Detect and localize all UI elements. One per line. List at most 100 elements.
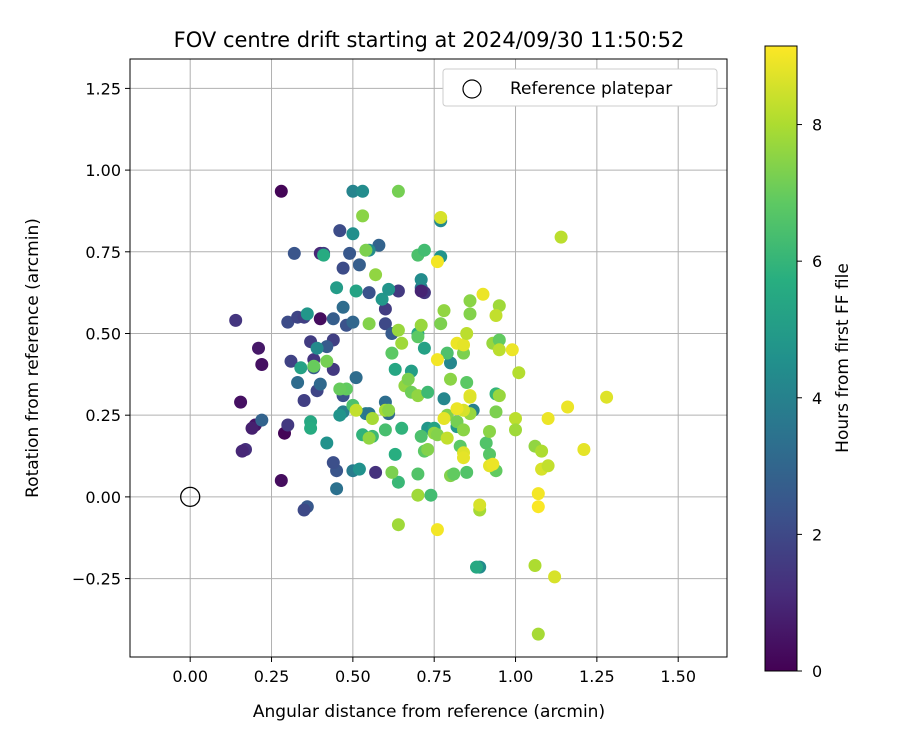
scatter-point: [417, 341, 431, 355]
scatter-point: [430, 428, 444, 442]
scatter-point: [291, 376, 305, 389]
scatter-point: [440, 346, 454, 360]
scatter-point: [343, 246, 357, 260]
scatter-point: [330, 281, 344, 295]
y-tick-label: 1.25: [85, 79, 121, 98]
x-tick-label: 1.25: [579, 667, 615, 686]
scatter-point: [492, 299, 506, 313]
scatter-point: [531, 500, 545, 514]
y-axis-label: Rotation from reference (arcmin): [23, 218, 43, 498]
scatter-point: [362, 431, 376, 445]
scatter-point: [352, 258, 366, 272]
scatter-point: [463, 390, 477, 404]
scatter-point: [577, 443, 591, 456]
scatter-point: [369, 465, 383, 479]
reference-marker-layer: [180, 486, 201, 508]
scatter-point: [284, 354, 298, 368]
scatter-point: [294, 361, 308, 375]
legend: Reference platepar: [442, 68, 718, 107]
scatter-point: [421, 385, 435, 399]
scatter-point: [401, 372, 415, 386]
scatter-point: [541, 459, 555, 473]
y-axis: −0.25 0.00 0.25 0.50 0.75 1.00 1.25: [72, 79, 130, 589]
scatter-point: [600, 390, 614, 404]
scatter-point: [320, 340, 334, 354]
scatter-point: [528, 559, 542, 572]
scatter-point: [457, 338, 470, 352]
scatter-point: [326, 456, 340, 470]
scatter-point: [382, 282, 396, 296]
scatter-point: [349, 403, 363, 417]
x-axis-label: Angular distance from reference (arcmin): [253, 702, 605, 722]
scatter-point: [414, 284, 428, 298]
scatter-point: [369, 268, 383, 282]
colorbar-label: Hours from first FF file: [833, 263, 853, 453]
scatter-point: [336, 261, 350, 275]
scatter-point: [486, 457, 500, 471]
scatter-point: [352, 462, 366, 476]
scatter-point: [460, 376, 474, 389]
scatter-point: [297, 503, 311, 517]
scatter-point: [430, 353, 444, 367]
scatter-point: [330, 482, 344, 496]
colorbar-ticks: 0 2 4 6 8: [797, 116, 822, 681]
scatter-point: [414, 429, 428, 443]
scatter-point: [460, 327, 474, 340]
scatter-point: [307, 359, 321, 373]
scatter-point: [444, 372, 457, 386]
scatter-point: [476, 287, 490, 301]
scatter-point: [434, 317, 448, 331]
scatter-point: [346, 315, 360, 329]
scatter-point: [440, 431, 454, 445]
scatter-point: [378, 302, 392, 316]
x-tick-label: 1.50: [660, 667, 696, 686]
scatter-point: [541, 412, 555, 425]
scatter-point: [463, 307, 477, 321]
y-tick-label: 1.00: [85, 161, 121, 180]
data-points: [229, 184, 614, 641]
scatter-point: [333, 408, 347, 422]
scatter-point: [554, 230, 568, 244]
scatter-point: [531, 487, 545, 501]
scatter-point: [388, 447, 402, 461]
scatter-point: [414, 273, 428, 287]
scatter-point: [411, 467, 425, 481]
scatter-point: [255, 413, 269, 427]
scatter-point: [313, 377, 327, 391]
scatter-point: [300, 307, 314, 321]
scatter-point: [297, 394, 311, 407]
scatter-point: [437, 392, 451, 406]
scatter-point: [434, 211, 448, 224]
scatter-point: [229, 313, 243, 327]
scatter-point: [346, 184, 360, 198]
scatter-point: [333, 382, 347, 396]
scatter-point: [326, 312, 340, 326]
scatter-point: [274, 474, 288, 487]
scatter-point: [274, 184, 288, 198]
x-tick-label: 0.00: [172, 667, 208, 686]
scatter-point: [479, 436, 493, 450]
scatter-point: [483, 425, 496, 438]
scatter-point: [437, 412, 451, 425]
scatter-point: [430, 255, 444, 269]
scatter-point: [356, 209, 370, 223]
plot-area: [130, 59, 727, 657]
x-tick-label: 1.00: [498, 667, 534, 686]
legend-open-circle-icon: [462, 79, 482, 99]
scatter-point: [378, 317, 392, 331]
scatter-point: [509, 423, 522, 437]
scatter-point: [359, 243, 373, 257]
scatter-point: [421, 443, 435, 456]
scatter-point: [378, 423, 392, 437]
legend-label: Reference platepar: [510, 79, 672, 99]
scatter-point: [281, 315, 295, 329]
scatter-point: [470, 560, 483, 574]
scatter-point: [437, 304, 451, 318]
scatter-point: [417, 243, 431, 257]
scatter-point: [287, 246, 301, 260]
colorbar-tick-label: 4: [812, 389, 822, 408]
scatter-point: [349, 371, 363, 385]
scatter-point: [457, 451, 470, 465]
scatter-point: [313, 312, 327, 326]
